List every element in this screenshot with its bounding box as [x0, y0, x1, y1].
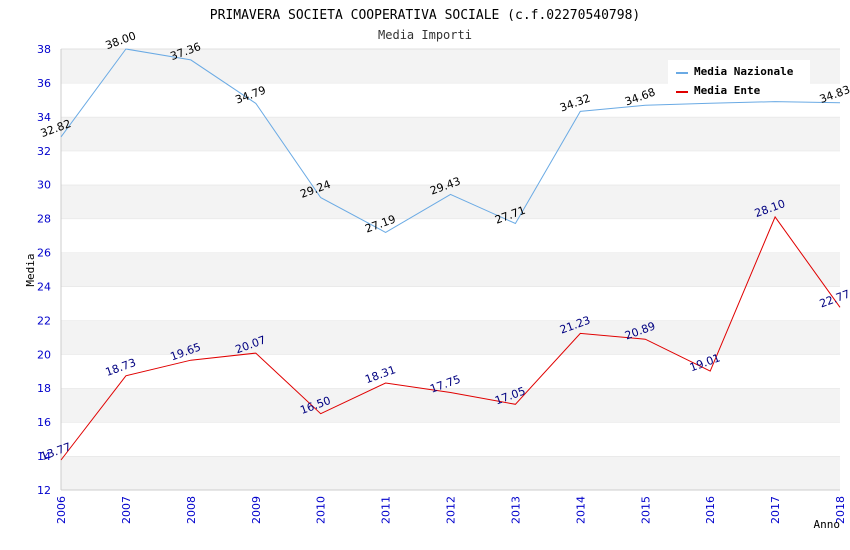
- series-line-media-ente: [60, 215, 841, 461]
- x-tick-label: 2013: [509, 496, 522, 524]
- x-tick-label: 2009: [250, 496, 263, 524]
- y-tick-label: 34: [37, 111, 51, 124]
- grid-band: [61, 422, 840, 457]
- y-axis-label: Media: [24, 253, 37, 286]
- y-tick-label: 38: [37, 43, 51, 56]
- legend-background: [668, 60, 810, 100]
- y-tick-label: 12: [37, 484, 51, 497]
- series-lines: [60, 48, 841, 461]
- y-tick-label: 30: [37, 179, 51, 192]
- grid-band: [61, 388, 840, 423]
- y-tick-label: 36: [37, 77, 51, 90]
- y-tick-label: 32: [37, 145, 51, 158]
- legend: Media Nazionale Media Ente: [668, 60, 810, 100]
- x-tick-label: 2010: [315, 496, 328, 524]
- y-tick-label: 24: [37, 280, 51, 293]
- series-line-media-nazionale: [60, 48, 841, 233]
- x-tick-label: 2017: [769, 496, 782, 524]
- y-tick-labels: 12 14 16 18 20 22 24 26 28 30 32 34 36 38: [37, 43, 51, 497]
- grid-bands: [61, 48, 840, 490]
- grid-band: [61, 150, 840, 185]
- x-tick-label: 2016: [704, 496, 717, 524]
- chart-subtitle: Media Importi: [378, 28, 472, 42]
- x-tick-label: 2012: [445, 496, 458, 524]
- y-tick-label: 22: [37, 314, 51, 327]
- y-tick-label: 26: [37, 247, 51, 260]
- x-tick-label: 2006: [55, 496, 68, 524]
- y-tick-label: 18: [37, 382, 51, 395]
- x-tick-label: 2011: [380, 496, 393, 524]
- y-tick-label: 14: [37, 450, 51, 463]
- x-axis-label: Anno: [814, 518, 841, 531]
- x-tick-label: 2008: [185, 496, 198, 524]
- grid-band: [61, 116, 840, 151]
- x-tick-label: 2014: [574, 496, 587, 524]
- grid-band: [61, 286, 840, 321]
- axes: [60, 49, 840, 491]
- y-tick-label: 16: [37, 416, 51, 429]
- x-tick-label: 2018: [834, 496, 847, 524]
- legend-label-media-nazionale: Media Nazionale: [694, 65, 794, 78]
- grid-band: [61, 218, 840, 253]
- grid-band: [61, 252, 840, 287]
- x-tick-labels: 2006 2007 2008 2009 2010 2011 2012 2013 2014 2015…: [55, 496, 847, 524]
- legend-label-media-ente: Media Ente: [694, 84, 761, 97]
- x-tick-label: 2015: [639, 496, 652, 524]
- grid-band: [61, 184, 840, 219]
- y-tick-label: 20: [37, 348, 51, 361]
- chart-title: PRIMAVERA SOCIETA COOPERATIVA SOCIALE (c…: [210, 8, 640, 23]
- grid-band: [61, 320, 840, 355]
- grid-band: [61, 456, 840, 490]
- x-tick-label: 2007: [120, 496, 133, 524]
- y-tick-label: 28: [37, 213, 51, 226]
